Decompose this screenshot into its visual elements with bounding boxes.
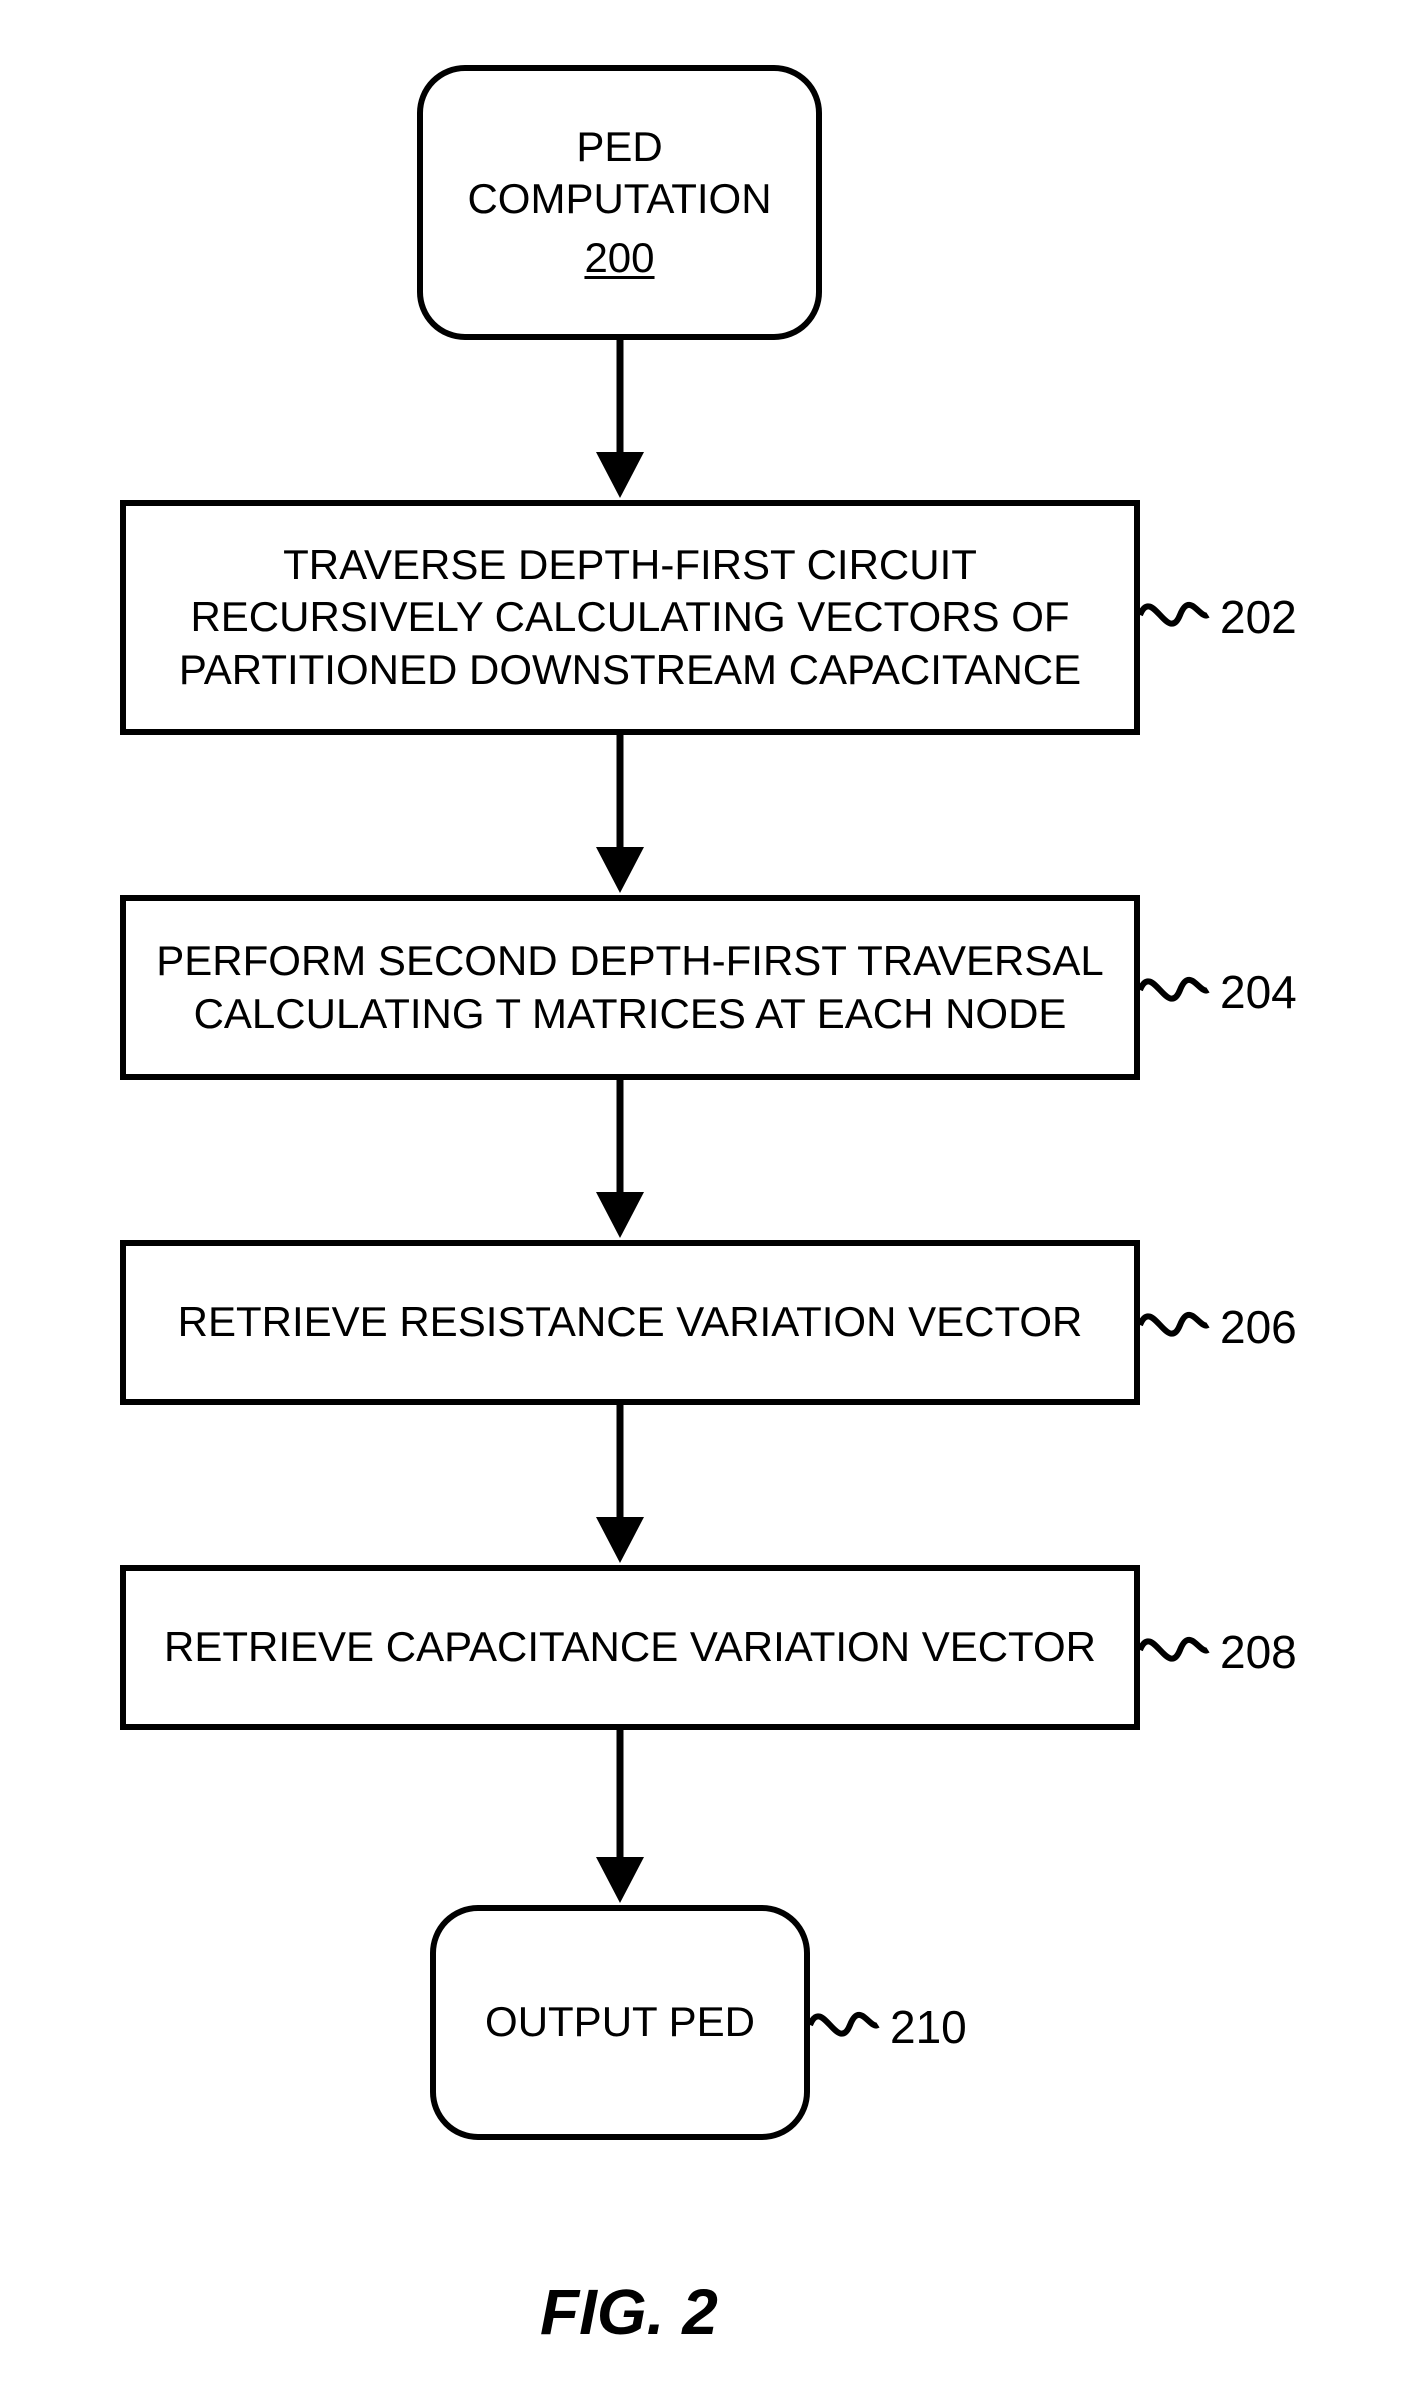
step2-node: PERFORM SECOND DEPTH-FIRST TRAVERSAL CAL… [120,895,1140,1080]
figure-label: FIG. 2 [540,2275,718,2349]
end-leader [810,1990,880,2060]
arrow-step1-step2 [588,735,652,895]
step1-line1: TRAVERSE DEPTH-FIRST CIRCUIT [283,539,977,592]
step3-ref: 206 [1220,1300,1297,1354]
step3-text: RETRIEVE RESISTANCE VARIATION VECTOR [178,1296,1083,1349]
step3-leader [1140,1290,1210,1360]
step1-leader [1140,580,1210,650]
step1-line2: RECURSIVELY CALCULATING VECTORS OF [190,591,1069,644]
arrow-step3-step4 [588,1405,652,1565]
step3-node: RETRIEVE RESISTANCE VARIATION VECTOR [120,1240,1140,1405]
arrow-start-step1 [588,340,652,500]
step1-node: TRAVERSE DEPTH-FIRST CIRCUIT RECURSIVELY… [120,500,1140,735]
arrow-step2-step3 [588,1080,652,1240]
end-node: OUTPUT PED [430,1905,810,2140]
step4-leader [1140,1615,1210,1685]
end-ref: 210 [890,2000,967,2054]
step1-ref: 202 [1220,590,1297,644]
flowchart-canvas: PED COMPUTATION 200 TRAVERSE DEPTH-FIRST… [0,0,1425,2398]
start-node: PED COMPUTATION 200 [417,65,822,340]
start-ref: 200 [584,232,654,285]
step4-text: RETRIEVE CAPACITANCE VARIATION VECTOR [164,1621,1096,1674]
step4-node: RETRIEVE CAPACITANCE VARIATION VECTOR [120,1565,1140,1730]
step1-line3: PARTITIONED DOWNSTREAM CAPACITANCE [179,644,1081,697]
step4-ref: 208 [1220,1625,1297,1679]
step2-leader [1140,955,1210,1025]
step2-line2: CALCULATING T MATRICES AT EACH NODE [194,988,1067,1041]
start-line1: PED [576,121,662,174]
step2-line1: PERFORM SECOND DEPTH-FIRST TRAVERSAL [156,935,1103,988]
start-line2: COMPUTATION [467,173,771,226]
step2-ref: 204 [1220,965,1297,1019]
arrow-step4-end [588,1730,652,1905]
end-text: OUTPUT PED [485,1996,755,2049]
